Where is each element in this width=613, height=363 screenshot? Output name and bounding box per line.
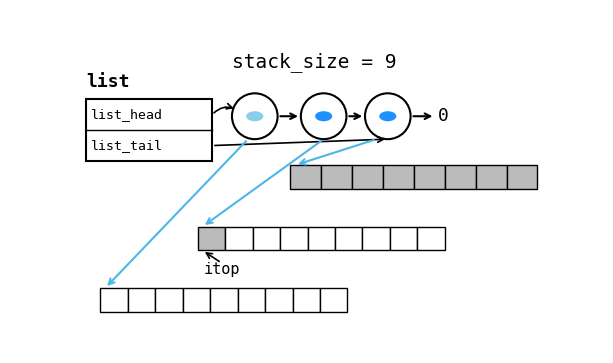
Bar (280, 227, 308, 250)
Bar (155, 288, 183, 312)
Bar (383, 165, 414, 189)
Text: list_tail: list_tail (91, 139, 163, 152)
Text: 0: 0 (438, 107, 449, 125)
Bar (320, 288, 348, 312)
Bar (238, 288, 265, 312)
Circle shape (246, 111, 264, 121)
Ellipse shape (365, 93, 411, 139)
Bar (417, 227, 445, 250)
Bar (445, 165, 476, 189)
Bar (101, 288, 128, 312)
Bar (210, 288, 238, 312)
Bar (253, 227, 280, 250)
Bar (362, 227, 390, 250)
Bar (292, 288, 320, 312)
Bar (352, 165, 383, 189)
Bar (321, 165, 352, 189)
Circle shape (379, 111, 397, 121)
Ellipse shape (232, 93, 278, 139)
Circle shape (315, 111, 332, 121)
Text: list_head: list_head (91, 108, 163, 121)
Text: itop: itop (204, 262, 240, 277)
Bar (128, 288, 155, 312)
Bar (335, 227, 362, 250)
Bar (291, 165, 321, 189)
Bar (390, 227, 417, 250)
Bar (265, 288, 292, 312)
Ellipse shape (301, 93, 346, 139)
Bar (476, 165, 506, 189)
Bar (506, 165, 538, 189)
Bar (225, 227, 253, 250)
Bar (414, 165, 445, 189)
Text: stack_size = 9: stack_size = 9 (232, 52, 397, 72)
Bar (308, 227, 335, 250)
Bar (86, 99, 212, 161)
Bar (198, 227, 225, 250)
Text: list: list (86, 73, 129, 91)
Bar (183, 288, 210, 312)
